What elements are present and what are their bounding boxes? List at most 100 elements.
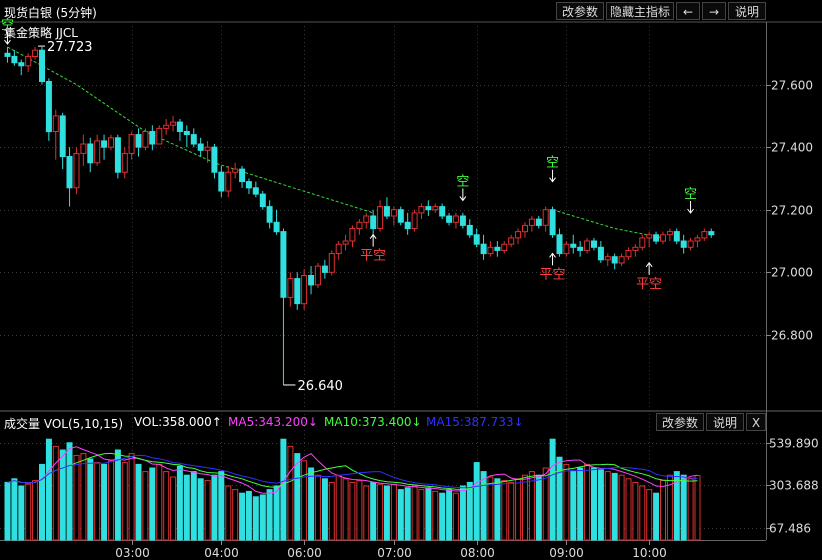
volume-bar	[687, 478, 694, 541]
candle-body	[211, 146, 218, 173]
volume-bar	[383, 485, 390, 541]
candle-body	[370, 215, 377, 229]
volume-bar	[632, 481, 639, 541]
candle-body	[239, 168, 246, 183]
short-signal-label: 空	[1, 18, 14, 33]
volume-bar	[121, 462, 128, 541]
volume-bar	[549, 438, 556, 541]
ma15-value: MA15:387.733↓	[426, 415, 524, 429]
candle-body	[542, 209, 549, 226]
price-tick-label: 27.200	[771, 204, 813, 218]
volume-bar	[52, 445, 59, 541]
candle-body	[377, 206, 384, 230]
candle-body	[32, 49, 39, 58]
candle-body	[328, 253, 335, 273]
candle-body	[245, 181, 252, 189]
candle-body	[459, 215, 466, 226]
volume-bar	[321, 478, 328, 541]
ma10-line	[7, 452, 698, 490]
candle-body	[570, 243, 577, 248]
short-signal-arrow	[459, 188, 467, 202]
candle-body	[94, 140, 101, 164]
candle-body	[108, 137, 114, 148]
candle-body	[701, 231, 708, 239]
candle-body	[39, 49, 45, 82]
volume-bar	[411, 485, 418, 541]
candle-body	[528, 218, 535, 226]
volume-bar	[611, 472, 618, 541]
volume-bar	[176, 465, 183, 541]
candle-body	[411, 212, 418, 229]
candle-body	[349, 228, 356, 242]
candle-body	[66, 156, 73, 189]
hide-main-indicator-button[interactable]: 隐藏主指标	[606, 2, 674, 20]
volume-bar	[639, 485, 646, 541]
candle-body	[342, 240, 349, 245]
volume-bar	[618, 474, 625, 541]
volume-change-params-button[interactable]: 改参数	[656, 413, 704, 431]
trend-line	[7, 46, 374, 214]
volume-bar	[163, 471, 170, 541]
candle-body	[25, 55, 32, 67]
candle-body	[11, 55, 18, 64]
volume-indicator-label: 成交量 VOL(5,10,15)	[4, 417, 124, 431]
volume-bar	[666, 474, 673, 541]
right-arrow-button[interactable]: →	[702, 2, 726, 20]
volume-bar	[156, 463, 163, 541]
time-tick-label: 07:00	[377, 546, 412, 560]
volume-bar	[190, 471, 197, 541]
volume-bar	[542, 467, 549, 541]
volume-bar	[80, 453, 87, 541]
short-signal-label: 空	[546, 156, 559, 171]
candle-body	[604, 256, 611, 261]
volume-bar	[473, 462, 480, 541]
volume-bar	[183, 474, 190, 541]
candle-body	[397, 209, 404, 223]
candle-body	[666, 231, 673, 236]
ma5-line	[7, 446, 698, 494]
candle-body	[204, 146, 211, 151]
volume-bar	[11, 478, 18, 541]
volume-bar	[4, 481, 11, 541]
candle-body	[266, 206, 273, 223]
help-button[interactable]: 说明	[728, 2, 766, 20]
candle-body	[280, 231, 287, 298]
volume-close-button[interactable]: X	[746, 413, 766, 431]
volume-bar	[425, 487, 432, 541]
volume-bar	[466, 481, 473, 541]
volume-bar	[128, 453, 135, 541]
volume-bar	[73, 454, 80, 541]
volume-help-button[interactable]: 说明	[706, 413, 744, 431]
volume-bar	[25, 483, 32, 541]
candle-body	[383, 206, 390, 217]
cover-signal-label: 平空	[360, 249, 386, 264]
left-arrow-button[interactable]: ←	[676, 2, 700, 20]
change-params-button[interactable]: 改参数	[556, 2, 604, 20]
candle-body	[494, 246, 501, 251]
cover-signal-arrow	[549, 252, 556, 266]
price-tick-label: 27.400	[771, 141, 813, 155]
ma10-value: MA10:373.400↓	[324, 415, 422, 429]
volume-bar	[204, 480, 211, 541]
volume-bar	[294, 453, 301, 541]
volume-bar	[66, 442, 73, 541]
volume-tick-label: 67.486	[769, 522, 811, 536]
candle-body	[439, 206, 446, 217]
candle-body	[611, 256, 618, 264]
volume-bar	[349, 481, 356, 541]
candle-body	[584, 240, 591, 251]
volume-bar	[218, 471, 225, 541]
candle-body	[183, 131, 190, 136]
volume-bar	[114, 449, 121, 541]
candle-body	[673, 231, 680, 242]
cover-signal-arrow	[369, 233, 377, 247]
short-signal-arrow	[4, 32, 11, 45]
candle-body	[52, 115, 59, 133]
volume-bar	[646, 489, 653, 541]
volume-bar	[390, 483, 397, 541]
candle-body	[170, 121, 177, 126]
candle-body	[446, 215, 453, 223]
candle-body	[142, 131, 149, 148]
candle-body	[335, 243, 342, 255]
